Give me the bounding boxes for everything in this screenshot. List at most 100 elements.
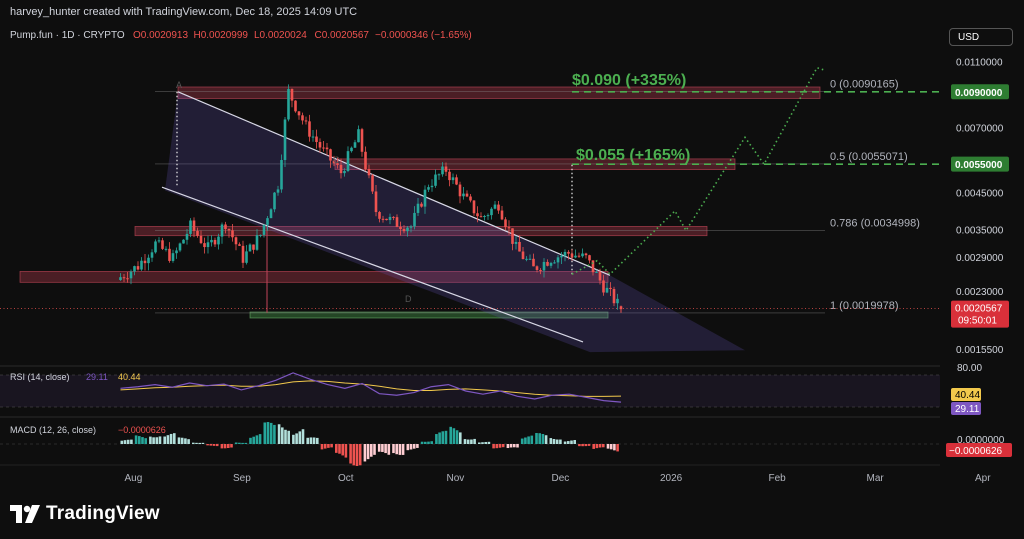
macd-bar [416,444,419,448]
macd-bar [301,429,305,444]
macd-bar [516,444,519,448]
candle-body [206,242,210,248]
macd-bar [230,444,233,448]
candle-body [458,184,462,197]
macd-bar [373,444,376,455]
candle-body [507,227,511,229]
candle-body [560,255,563,258]
macd-bar [234,442,238,444]
date-tick-label: Nov [447,473,465,484]
macd-bar [144,438,147,444]
last-price-tag [951,300,1009,328]
macd-bar [573,440,576,444]
candle-body [245,251,248,263]
macd-bar [158,436,162,444]
macd-bar [481,442,484,444]
ohlc-value: H0.0020999 [194,30,249,41]
date-tick-label: 2026 [660,473,683,484]
macd-tag-label: −0.0000626 [949,446,1003,457]
rsi-ma-value: 40.44 [118,372,141,382]
macd-bar [198,442,201,444]
macd-bar [370,444,373,457]
candle-body [612,289,616,304]
pattern-point-label: C [333,155,340,165]
macd-bar [284,429,287,444]
macd-bar [587,444,591,446]
price-tick-label: 0.0045000 [956,189,1004,200]
price-change: −0.0000346 (−1.65%) [375,30,472,41]
macd-bar [470,439,473,444]
candle-body [486,215,490,217]
macd-bar [220,444,224,449]
macd-bar [323,444,327,449]
symbol-name: Pump.fun · 1D · CRYPTO [10,30,125,41]
candle-body [255,235,259,250]
candle-body [525,258,528,260]
demand-zone [249,311,609,319]
rsi-ma-tag-label: 40.44 [955,390,980,401]
candle-body [196,230,199,236]
target-label: $0.055 (+165%) [576,147,690,164]
channel-upper-line [177,91,611,276]
candle-body [129,271,133,279]
candle-body [430,185,434,188]
macd-bar [309,437,313,444]
macd-bar [349,444,352,464]
candle-body [189,220,192,234]
date-tick-label: Aug [125,473,143,484]
target-price-label: 0.0055000 [955,160,1003,171]
candle-body [273,192,276,210]
fib-level-label: 0.5 (0.0055071) [830,151,908,163]
rsi-line [120,372,622,403]
macd-bar [459,432,462,444]
price-tick-label: 0.0015500 [956,345,1004,356]
candle-body [549,262,553,266]
macd-bar [498,444,502,448]
rsi-ma-tag [951,388,981,401]
candle-body [581,253,584,257]
macd-bar [578,444,581,447]
macd-bar [527,436,530,444]
macd-bar [401,444,405,455]
macd-bar [478,442,481,444]
chart-canvas[interactable]: Pump.fun · 1D · CRYPTO O0.0020913 H0.00209… [0,0,1024,486]
macd-bar [166,435,170,444]
candle-body [444,166,448,172]
candle-body [542,261,546,271]
macd-bar [424,441,427,444]
macd-bar [173,433,176,444]
pattern-point-label: A [176,80,182,90]
macd-bar [387,444,391,455]
candle-body [325,147,329,150]
candle-body [210,239,213,243]
rsi-upper-tick: 80.00 [957,363,982,374]
candle-body [280,160,283,190]
tradingview-logo-icon [10,505,40,523]
pattern-point-label: D [405,294,412,304]
candle-body [556,257,560,263]
candle-body [455,177,458,185]
macd-bar [281,427,284,444]
macd-bar [501,444,505,448]
macd-histogram [120,422,619,466]
candle-body [357,129,360,143]
candle-body [252,244,255,250]
macd-bar [355,444,359,466]
macd-bar [344,444,348,458]
candle-body [336,163,339,165]
candle-body [451,177,455,181]
macd-bar [134,435,138,444]
candle-body [490,208,493,216]
candle-body [311,136,315,138]
macd-bar [441,431,445,444]
candle-body [322,147,325,149]
candle-body [122,277,126,279]
macd-bar [269,422,273,444]
candle-body [301,115,304,121]
macd-bar [409,444,413,450]
candle-body [595,271,598,273]
candle-body [343,170,346,174]
brand-name: TradingView [46,503,160,524]
currency-button[interactable]: USD [949,28,1013,46]
candle-body [276,189,280,193]
